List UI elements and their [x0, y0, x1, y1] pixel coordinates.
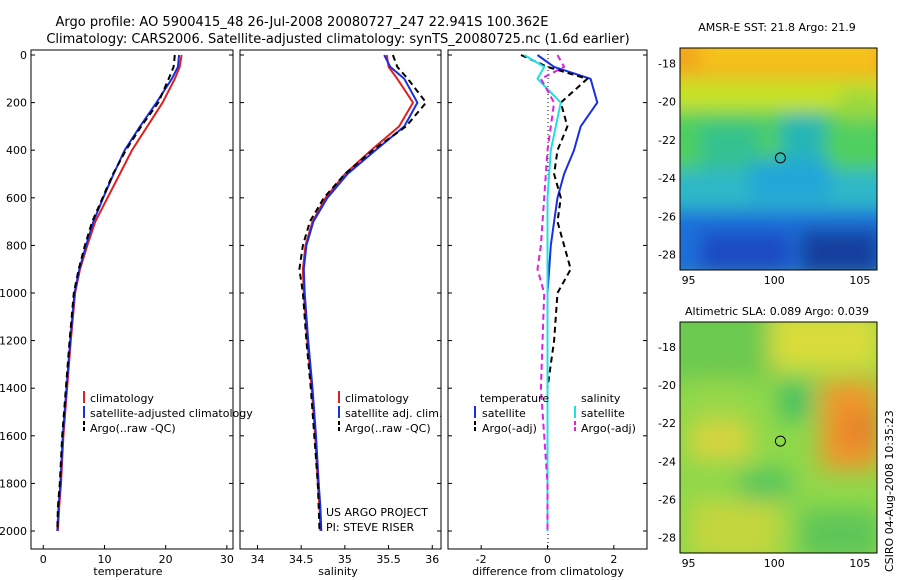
sst-map-ytick-label: -24 — [658, 172, 676, 185]
temperature-xlabel: temperature — [93, 565, 162, 578]
sla-map-ytick-label: -28 — [658, 532, 676, 545]
depth-tick-label: 200 — [6, 97, 27, 110]
salinity-series-line — [298, 54, 428, 532]
salinity-series-line — [301, 54, 414, 532]
sst-heatmap — [680, 48, 877, 270]
temperature-xtick-label: 0 — [40, 553, 47, 566]
temperature-legend: climatology satellite-adjusted climatolo… — [83, 391, 253, 435]
legend-label-argo: Argo(..raw -QC) — [90, 422, 176, 435]
salinity-xtick-label: 35 — [338, 553, 352, 566]
sla-map-ytick-label: -18 — [658, 341, 676, 354]
depth-tick-label: 1400 — [0, 382, 27, 395]
legend-label-climatology: climatology — [345, 392, 409, 405]
depth-tick-label: 800 — [6, 239, 27, 252]
sst-map-ytick-label: -20 — [658, 96, 676, 109]
temperature-panel-frame — [30, 49, 234, 550]
salinity-xlabel: salinity — [318, 565, 358, 578]
project-annotation: US ARGO PROJECT — [326, 506, 428, 519]
depth-tick-label: 1000 — [0, 287, 27, 300]
sst-map-frame — [679, 47, 878, 271]
sst-map-ytick-label: -18 — [658, 57, 676, 70]
difference-xlabel: difference from climatology — [472, 565, 624, 578]
salinity-xtick-label: 34.5 — [289, 553, 314, 566]
temperature-xtick-label: 10 — [97, 553, 111, 566]
depth-tick-label: 0 — [20, 49, 27, 62]
difference-xtick-label: 2 — [610, 553, 617, 566]
sla-map-title: Altimetric SLA: 0.089 Argo: 0.039 — [685, 305, 869, 318]
temperature-series-line — [56, 54, 176, 532]
footer-timestamp: CSIRO 04-Aug-2008 10:35:23 — [883, 410, 896, 572]
difference-series-line — [523, 54, 562, 531]
temperature-series-line — [56, 54, 183, 532]
sst-map-xtick-label: 95 — [682, 274, 696, 287]
depth-tick-label: 1800 — [0, 477, 27, 490]
sst-map-xtick-label: 105 — [849, 274, 870, 287]
pi-annotation: PI: STEVE RISER — [326, 521, 415, 534]
legend-label-satellite: satellite adj. clim. — [345, 407, 442, 420]
salinity-series-line — [302, 54, 419, 532]
difference-xtick-label: 0 — [544, 553, 551, 566]
temperature-xtick-label: 30 — [220, 553, 234, 566]
legend-heading-temperature: temperature — [480, 392, 549, 405]
sst-map-ytick-label: -22 — [658, 134, 676, 147]
depth-tick-label: 400 — [6, 144, 27, 157]
sst-map-xtick-label: 100 — [764, 274, 785, 287]
difference-legend: temperature satellite Argo(-adj) salinit… — [474, 392, 636, 435]
difference-series-line — [520, 54, 589, 531]
sla-map-ytick-label: -20 — [658, 379, 676, 392]
sla-map-xtick-label: 105 — [849, 557, 870, 570]
salinity-panel-frame — [239, 49, 442, 550]
difference-xtick-label: -2 — [476, 553, 487, 566]
temperature-xtick-label: 20 — [159, 553, 173, 566]
sla-map-frame — [679, 321, 878, 554]
title-line-1: Argo profile: AO 5900415_48 26-Jul-2008 … — [55, 15, 548, 30]
legend-label-climatology: climatology — [90, 392, 154, 405]
sla-map-ytick-label: -24 — [658, 455, 676, 468]
sst-map-title: AMSR-E SST: 21.8 Argo: 21.9 — [698, 21, 856, 34]
sla-map-xtick-label: 95 — [682, 557, 696, 570]
salinity-legend: climatology satellite adj. clim. Argo(..… — [338, 391, 442, 435]
axis-ticks: 0 10 20 30020040060080010001200140016001800… — [0, 49, 870, 570]
sst-map-ytick-label: -28 — [658, 249, 676, 262]
sla-map-ytick-label: -22 — [658, 417, 676, 430]
depth-tick-label: 600 — [6, 192, 27, 205]
legend-label-temp-satellite: satellite — [482, 407, 526, 420]
argo-location-marker-sst — [774, 152, 786, 164]
title-line-2: Climatology: CARS2006. Satellite-adjuste… — [46, 32, 629, 47]
salinity-xtick-label: 34 — [250, 553, 264, 566]
sst-map-ytick-label: -26 — [658, 210, 676, 223]
legend-label-temp-argo: Argo(-adj) — [482, 422, 537, 435]
salinity-xtick-label: 36 — [425, 553, 439, 566]
profile-lines — [56, 54, 599, 532]
legend-label-argo: Argo(..raw -QC) — [345, 422, 431, 435]
legend-label-satellite: satellite-adjusted climatology — [90, 407, 253, 420]
legend-heading-salinity: salinity — [581, 392, 621, 405]
depth-tick-label: 1600 — [0, 430, 27, 443]
depth-tick-label: 1200 — [0, 335, 27, 348]
sla-heatmap — [680, 322, 877, 553]
legend-label-sal-satellite: satellite — [581, 407, 625, 420]
legend-label-sal-argo: Argo(-adj) — [581, 422, 636, 435]
salinity-xtick-label: 35.5 — [376, 553, 401, 566]
depth-tick-label: 2000 — [0, 525, 27, 538]
sla-map-ytick-label: -26 — [658, 494, 676, 507]
argo-location-marker-sla — [774, 435, 786, 447]
difference-series-line — [536, 54, 566, 531]
sla-map-xtick-label: 100 — [764, 557, 785, 570]
